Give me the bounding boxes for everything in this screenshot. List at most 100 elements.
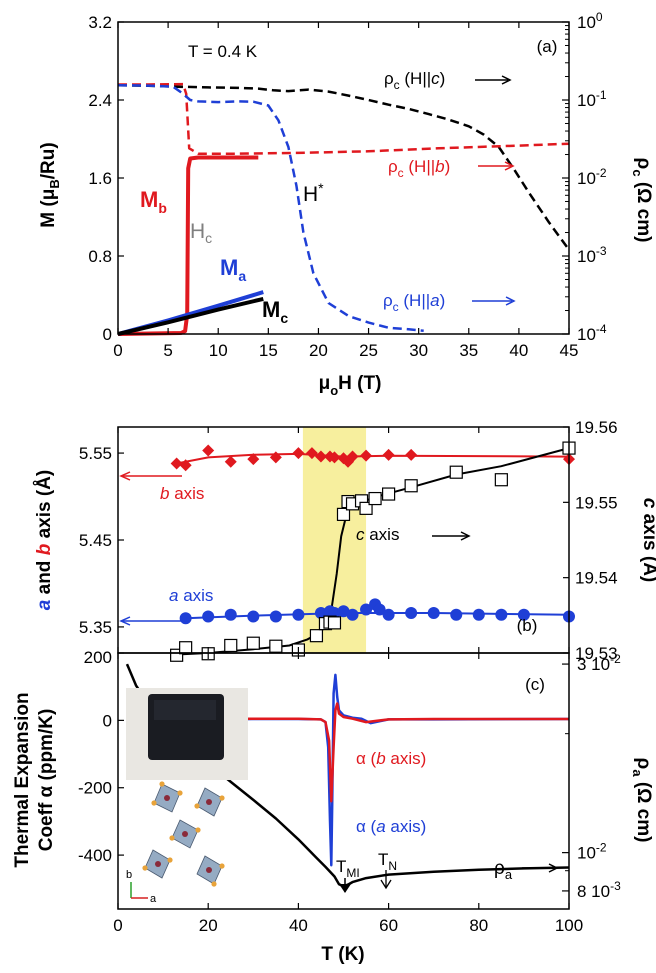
panel-b-y-left-label: a and b axis (Å) (34, 470, 55, 610)
panel-b-point-1-9 (337, 605, 350, 618)
panel-b-point-1-5 (292, 608, 305, 621)
panel-c-tag: (c) (525, 675, 545, 694)
panel-c-x-tick-label-3: 60 (379, 916, 398, 935)
panel-a-y-right-tick-label-4: 10-4 (577, 322, 607, 344)
panel-b-point-1-2 (224, 608, 237, 621)
ru-atom-4 (155, 861, 161, 867)
panel-b-point-2-3 (224, 638, 238, 653)
panel-c-x-tick-label-5: 100 (555, 916, 583, 935)
panel-b-point-0-7 (305, 447, 318, 460)
panel-b-point-2-7 (309, 629, 324, 643)
panel-b-point-1-11 (360, 603, 373, 616)
panel-c-y-right-tick-label-2: 8 10-3 (577, 879, 621, 901)
panel-a-y-right-tick-label-2: 10-2 (577, 166, 607, 188)
o-atom-7 (169, 835, 175, 841)
panel-c-x-label: T (K) (321, 944, 364, 965)
panel-b-y-left-tick-label-2: 5.55 (79, 444, 112, 463)
panel-c-y-right-label: ρa (Ω cm) (630, 758, 654, 843)
ru-atom-2 (206, 799, 212, 805)
panel-b-point-0-3 (224, 455, 237, 468)
arrowhead-rhoc-hb (504, 161, 515, 171)
label-mb: Mb (140, 187, 167, 216)
panel-a-y-left-tick-label-2: 1.6 (88, 169, 112, 188)
o-atom-8 (142, 865, 148, 871)
axis-a-label: a (150, 893, 157, 905)
panel-b-y-right-tick-label-2: 19.55 (575, 493, 618, 512)
panel-c-y-right-tick-label-0: 3 10-2 (577, 652, 621, 674)
panel-a-y-left-tick-label-3: 2.4 (88, 91, 112, 110)
panel-a-series-4 (118, 82, 570, 155)
o-atom-6 (195, 827, 201, 833)
panel-b-point-2-18 (404, 479, 418, 493)
panel-b-point-2-15 (359, 501, 373, 515)
o-atom-2 (177, 790, 183, 796)
label-hstar: H* (303, 180, 324, 206)
panel-c-series-2 (163, 702, 569, 803)
ru-atom-5 (206, 867, 212, 873)
o-atom-1 (159, 781, 165, 787)
label-hc-field: Hc (190, 220, 212, 246)
panel-b-point-0-5 (269, 451, 282, 464)
sample-crystal-sheen (154, 700, 216, 720)
panel-b-point-2-19 (449, 465, 463, 479)
arrowhead-b-axis (119, 471, 131, 481)
label-rhoc-hb: ρc (H||b) (388, 157, 450, 180)
panel-b-point-1-20 (517, 608, 530, 621)
panel-b-point-2-16 (368, 491, 382, 506)
panel-a-series-3 (117, 83, 571, 251)
panel-c-x-tick-label-4: 80 (469, 916, 488, 935)
label-tn: TN (378, 850, 397, 873)
panel-b-point-0-1 (179, 459, 192, 472)
label-alpha-b: α (b axis) (356, 749, 426, 768)
panel-b-point-1-4 (269, 610, 282, 623)
panel-b-y-right-tick-label-3: 19.56 (575, 418, 618, 437)
panel-b-point-1-14 (382, 608, 395, 621)
label-tmi: TMI (336, 857, 360, 880)
label-rhoc-ha: ρc (H||a) (383, 291, 445, 314)
panel-a-series-2 (117, 296, 264, 336)
panel-b-point-2-4 (246, 636, 260, 650)
panel-c-y-left-tick-label-3: -400 (78, 846, 112, 865)
panel-b-point-0-10 (328, 451, 341, 464)
panel-a-y-right-tick-label-1: 10-1 (577, 88, 607, 110)
panel-a-x-tick-label-9: 45 (560, 341, 579, 360)
panel-b-y-left-tick-label-1: 5.45 (79, 531, 112, 550)
panel-b-point-0-6 (292, 447, 305, 460)
panel-b-y-right-label: c axis (Å) (639, 498, 656, 583)
panel-c-y-left-tick-label-2: -200 (78, 779, 112, 798)
arrowhead-tn (380, 879, 392, 890)
panel-b-point-2-5 (269, 639, 283, 653)
panel-c-x-tick-label-1: 20 (199, 916, 218, 935)
panel-a-x-tick-label-4: 20 (309, 341, 328, 360)
panel-a: 0 5 10 15 20 25 30 35 40 45 0 0.8 1.6 2.4 3.2 100 10-1 10… (38, 10, 654, 398)
panel-b-point-1-16 (427, 607, 440, 620)
panel-c: 0 20 40 60 80 100 200 0 -200 -400 3 10-2 10-2 8 10-3… (12, 648, 654, 965)
o-atom-9 (167, 857, 173, 863)
o-atom-5 (194, 803, 200, 809)
panel-c-y-left-tick-label-0: 200 (84, 648, 112, 667)
panel-a-y-left-label: M (μB/Ru) (38, 142, 62, 227)
panel-a-y-left-tick-label-1: 0.8 (88, 247, 112, 266)
panel-b-tag: (b) (517, 616, 538, 635)
arrowhead-rhoc-ha (505, 296, 516, 306)
panel-b-point-1-13 (373, 603, 386, 616)
panel-c-y-left-label-line1: Thermal Expansion (12, 692, 33, 867)
label-ma: Ma (220, 255, 246, 284)
panel-b-point-1-10 (346, 608, 359, 621)
panel-b-y-right-tick-label-0: 19.53 (575, 644, 618, 663)
crystal-structure-icon: b a (126, 781, 225, 905)
arrowhead-a-axis (119, 616, 131, 626)
o-atom-10 (219, 863, 225, 869)
panel-a-tag: (a) (537, 37, 558, 56)
o-atom-3 (151, 800, 157, 806)
panel-c-y-left-label-line2: Coeff α (ppm/K) (36, 709, 57, 852)
panel-a-x-tick-label-5: 25 (359, 341, 378, 360)
label-c-axis: c axis (356, 525, 399, 544)
label-rhoc-hc: ρc (H||c) (384, 69, 445, 92)
label-rhoa: ρa (494, 858, 513, 882)
panel-b-point-2-20 (494, 473, 508, 487)
panel-a-series-0 (117, 155, 259, 336)
panel-b-ticks: 5.35 5.45 5.55 19.53 19.54 19.55 19.56 (79, 418, 618, 663)
panel-b-point-1-18 (472, 608, 485, 621)
panel-a-x-tick-label-3: 15 (259, 341, 278, 360)
